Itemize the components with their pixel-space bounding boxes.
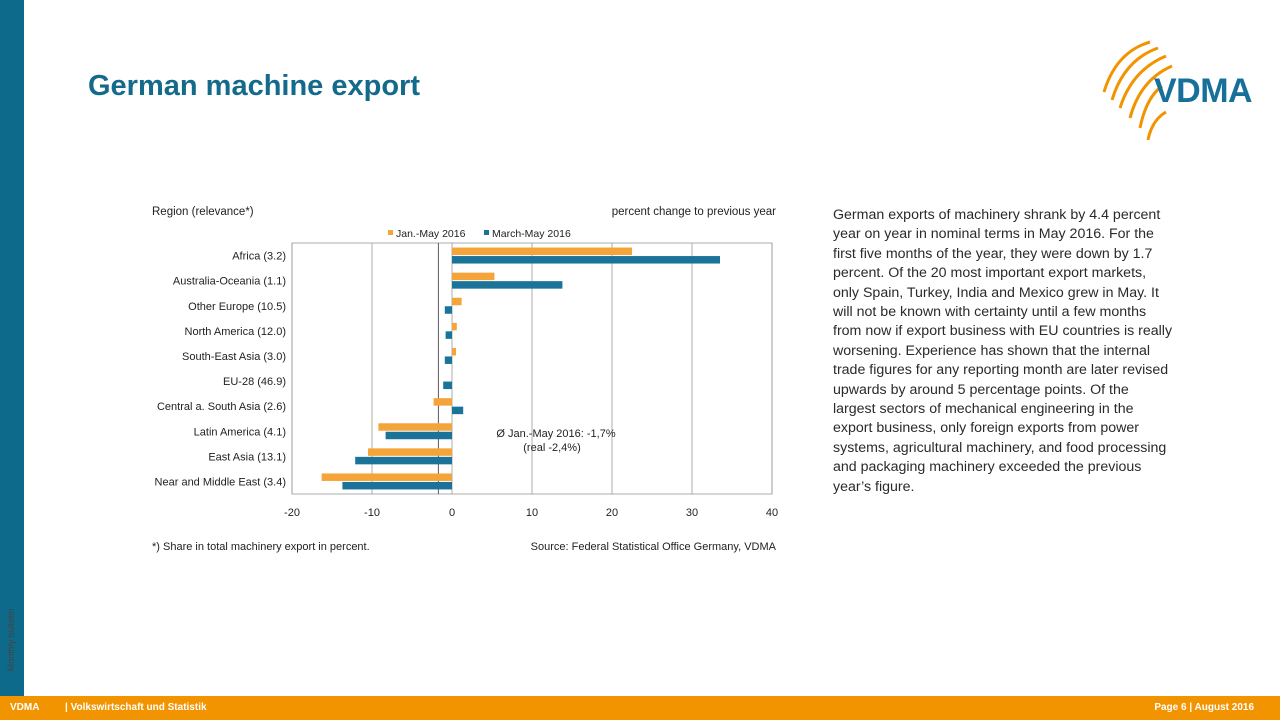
chart-svg: Region (relevance*) percent change to pre…: [152, 206, 778, 553]
bar-janmay-0: [452, 247, 632, 256]
bar-marmay-4: [444, 356, 452, 364]
bar-marmay-5: [443, 381, 452, 390]
chart-right-header: percent change to previous year: [612, 206, 776, 218]
bar-janmay-7: [378, 423, 452, 431]
side-label: Monthly bulletin: [4, 598, 18, 682]
category-label-5: EU-28 (46.9): [223, 376, 286, 388]
x-tick-label-2: 0: [449, 507, 455, 519]
bar-marmay-9: [342, 481, 452, 490]
bar-marmay-2: [444, 306, 452, 314]
x-tick-label-3: 10: [526, 507, 538, 519]
bar-janmay-4: [452, 347, 456, 356]
legend-label-1: March-May 2016: [492, 228, 571, 240]
plot-frame: [291, 242, 773, 495]
bar-janmay-6: [433, 398, 452, 406]
x-tick-label-1: -10: [364, 507, 380, 519]
category-label-2: Other Europe (10.5): [188, 301, 286, 313]
legend-swatch-1: [484, 230, 489, 235]
bar-marmay-8: [355, 456, 452, 465]
footer-department: | Volkswirtschaft und Statistik: [65, 702, 207, 713]
logo-text: VDMA: [1154, 72, 1253, 110]
bar-janmay-2: [452, 297, 462, 306]
chart-footnote: *) Share in total machinery export in pe…: [152, 541, 370, 553]
category-label-6: Central a. South Asia (2.6): [157, 401, 286, 413]
footer-bar: VDMA | Volkswirtschaft und Statistik Pag…: [0, 696, 1280, 720]
legend-label-0: Jan.-May 2016: [396, 228, 466, 240]
category-label-1: Australia-Oceania (1.1): [173, 276, 286, 288]
bar-marmay-7: [385, 431, 452, 440]
bar-marmay-6: [452, 406, 464, 415]
chart-left-header: Region (relevance*): [152, 206, 254, 218]
category-label-7: Latin America (4.1): [194, 426, 286, 438]
x-tick-label-4: 20: [606, 507, 618, 519]
bar-marmay-3: [445, 331, 452, 339]
bar-janmay-1: [452, 272, 495, 281]
side-label-text: Monthly bulletin: [6, 608, 16, 672]
commentary-text: German exports of machinery shrank by 4.…: [833, 207, 1173, 495]
footer-brand: VDMA: [10, 702, 40, 713]
category-label-9: Near and Middle East (3.4): [155, 476, 286, 488]
bar-janmay-3: [452, 322, 457, 331]
category-label-3: North America (12.0): [185, 326, 286, 338]
bar-marmay-1: [452, 281, 563, 289]
vdma-logo: VDMA: [1096, 38, 1262, 144]
bar-marmay-0: [452, 256, 720, 264]
footer-page-info: Page 6 | August 2016: [1154, 702, 1254, 713]
average-annotation-line2: (real -2,4%): [523, 442, 580, 454]
export-bar-chart: Region (relevance*) percent change to pre…: [148, 198, 788, 558]
chart-source: Source: Federal Statistical Office Germa…: [531, 541, 777, 553]
category-label-4: South-East Asia (3.0): [182, 351, 286, 363]
left-accent-bar: [0, 0, 24, 696]
x-tick-label-5: 30: [686, 507, 698, 519]
category-label-0: Africa (3.2): [232, 251, 286, 263]
legend-swatch-0: [388, 230, 393, 235]
x-tick-label-0: -20: [284, 507, 300, 519]
page-title: German machine export: [88, 70, 420, 102]
x-tick-label-6: 40: [766, 507, 778, 519]
bar-janmay-8: [368, 448, 452, 456]
logo-swoosh-icon: [1102, 40, 1173, 141]
category-label-8: East Asia (13.1): [208, 451, 286, 463]
average-annotation-line1: Ø Jan.-May 2016: -1,7%: [496, 428, 615, 440]
bar-janmay-9: [321, 473, 452, 481]
